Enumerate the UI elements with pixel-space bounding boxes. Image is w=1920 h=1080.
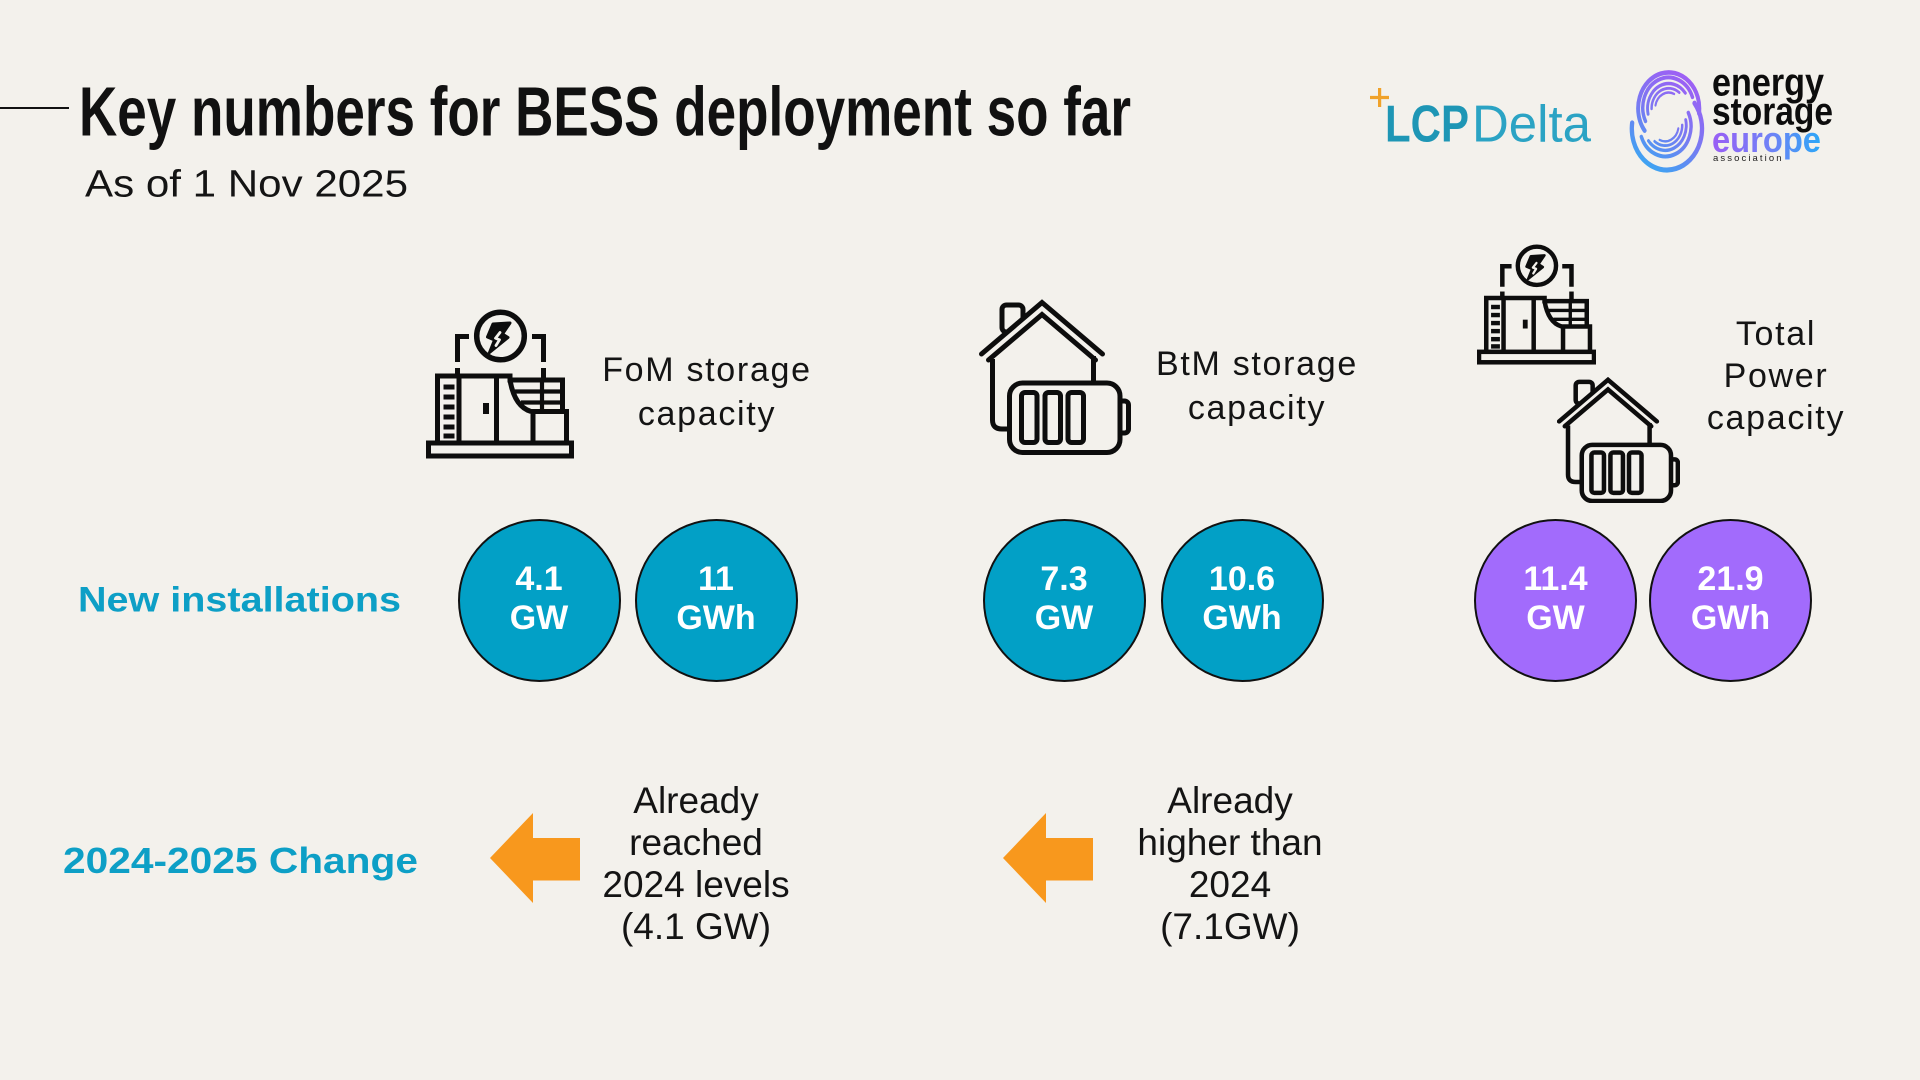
- svg-text:Delta: Delta: [1472, 95, 1591, 153]
- svg-text:New installations: New installations: [78, 581, 401, 620]
- svg-text:2024-2025 Change: 2024-2025 Change: [63, 840, 418, 881]
- svg-text:association: association: [1713, 153, 1784, 164]
- svg-text:LCP: LCP: [1385, 95, 1469, 153]
- svg-text:Key numbers for BESS deploymen: Key numbers for BESS deployment so far: [79, 76, 1131, 151]
- svg-text:energy: energy: [1712, 66, 1824, 105]
- svg-text:europe: europe: [1712, 119, 1821, 160]
- svg-text:storage: storage: [1712, 90, 1833, 133]
- svg-text:As of 1 Nov 2025: As of 1 Nov 2025: [85, 164, 408, 206]
